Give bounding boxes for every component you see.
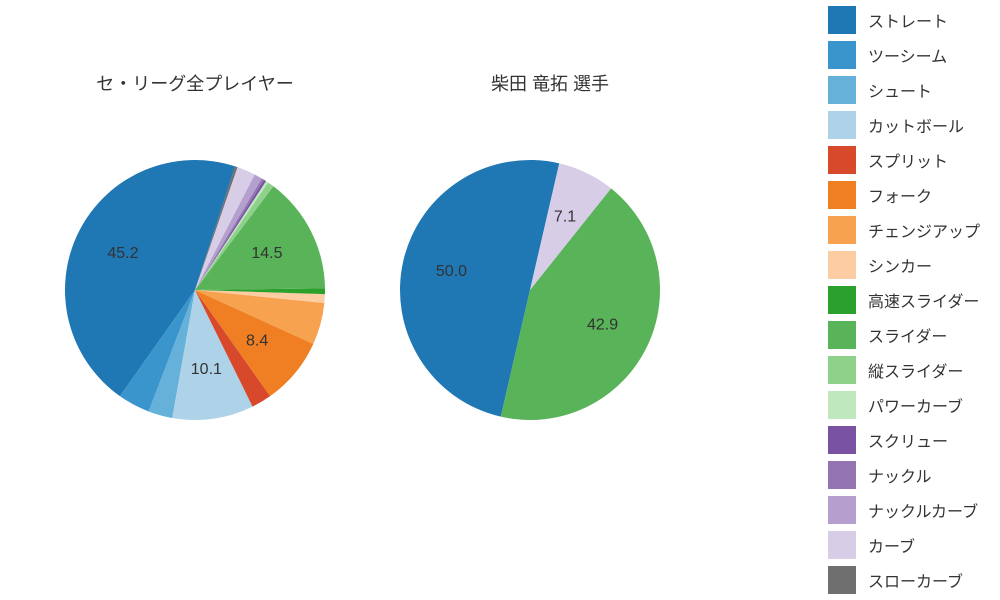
- pie-slice-player-slider: [501, 188, 660, 420]
- legend-item-shoot: シュート: [828, 72, 980, 107]
- legend-label-straight: ストレート: [868, 8, 948, 32]
- pie-slice-league-slow_curve: [195, 166, 237, 290]
- legend-label-slow_curve: スローカーブ: [868, 568, 963, 592]
- pie-slice-league-split: [195, 290, 270, 407]
- pie-label-league-fork: 8.4: [246, 333, 268, 350]
- pie-label-league-cutball: 10.1: [191, 361, 222, 378]
- legend-swatch-changeup: [828, 216, 856, 244]
- legend-swatch-slider: [828, 321, 856, 349]
- legend-swatch-split: [828, 146, 856, 174]
- legend-swatch-fast_slider: [828, 286, 856, 314]
- legend-swatch-twoseam: [828, 41, 856, 69]
- pie-slice-player-straight: [400, 160, 559, 417]
- chart-title-league: セ・リーグ全プレイヤー: [45, 70, 345, 96]
- pie-slice-league-knuckle_curve: [195, 175, 262, 290]
- pie-slice-league-curve: [195, 167, 255, 290]
- pie-label-player-curve: 7.1: [554, 209, 576, 226]
- legend-swatch-straight: [828, 6, 856, 34]
- legend-label-shoot: シュート: [868, 78, 932, 102]
- legend-swatch-knuckle: [828, 461, 856, 489]
- pie-label-player-straight: 50.0: [436, 263, 467, 280]
- pie-slice-league-cutball: [172, 290, 252, 420]
- pie-slice-league-fork: [195, 290, 313, 396]
- pie-slice-league-twoseam: [120, 290, 195, 411]
- pie-label-league-slider: 14.5: [251, 245, 282, 262]
- legend-swatch-knuckle_curve: [828, 496, 856, 524]
- legend-label-fast_slider: 高速スライダー: [868, 288, 979, 312]
- legend-item-cutball: カットボール: [828, 107, 980, 142]
- pie-slice-league-sinker: [195, 290, 325, 303]
- pie-label-league-straight: 45.2: [107, 245, 138, 262]
- pie-slice-league-fast_slider: [195, 288, 325, 294]
- pie-slice-league-shoot: [149, 290, 195, 418]
- pie-slice-league-knuckle: [195, 179, 264, 290]
- legend-item-twoseam: ツーシーム: [828, 37, 980, 72]
- legend-label-screw: スクリュー: [868, 428, 948, 452]
- pie-slice-league-straight: [65, 160, 235, 396]
- legend-swatch-cutball: [828, 111, 856, 139]
- legend-item-curve: カーブ: [828, 527, 980, 562]
- legend-label-twoseam: ツーシーム: [868, 43, 947, 67]
- pie-slice-player-curve: [530, 163, 611, 290]
- legend-item-knuckle: ナックル: [828, 457, 980, 492]
- legend-swatch-fork: [828, 181, 856, 209]
- legend-swatch-vslider: [828, 356, 856, 384]
- pie-slice-league-power_curve: [195, 181, 268, 290]
- pie-slice-league-screw: [195, 180, 266, 290]
- legend-label-power_curve: パワーカーブ: [868, 393, 963, 417]
- pie-label-player-slider: 42.9: [587, 316, 618, 333]
- pie-slice-league-vslider: [195, 182, 273, 290]
- legend-item-straight: ストレート: [828, 2, 980, 37]
- legend-label-curve: カーブ: [868, 533, 915, 557]
- legend-swatch-curve: [828, 531, 856, 559]
- legend-label-knuckle: ナックル: [868, 463, 932, 487]
- chart-stage: セ・リーグ全プレイヤー 45.2 10.1 8.4 14.5 柴田 竜拓 選手 50.0 42…: [0, 0, 1000, 600]
- legend-item-fast_slider: 高速スライダー: [828, 282, 980, 317]
- pie-slice-league-changeup: [195, 290, 324, 344]
- pie-slice-league-slider: [195, 186, 325, 290]
- legend-label-changeup: チェンジアップ: [868, 218, 980, 242]
- legend-label-sinker: シンカー: [868, 253, 932, 277]
- legend-item-knuckle_curve: ナックルカーブ: [828, 492, 980, 527]
- legend-item-slow_curve: スローカーブ: [828, 562, 980, 597]
- legend-swatch-sinker: [828, 251, 856, 279]
- legend-swatch-power_curve: [828, 391, 856, 419]
- legend-item-split: スプリット: [828, 142, 980, 177]
- legend-label-knuckle_curve: ナックルカーブ: [868, 498, 978, 522]
- chart-title-player: 柴田 竜拓 選手: [400, 70, 700, 96]
- legend-item-screw: スクリュー: [828, 422, 980, 457]
- legend-label-vslider: 縦スライダー: [868, 358, 963, 382]
- legend-swatch-screw: [828, 426, 856, 454]
- legend-item-power_curve: パワーカーブ: [828, 387, 980, 422]
- legend-swatch-slow_curve: [828, 566, 856, 594]
- legend-item-sinker: シンカー: [828, 247, 980, 282]
- legend-item-vslider: 縦スライダー: [828, 352, 980, 387]
- legend-item-changeup: チェンジアップ: [828, 212, 980, 247]
- legend-swatch-shoot: [828, 76, 856, 104]
- legend-label-split: スプリット: [868, 148, 948, 172]
- legend-item-slider: スライダー: [828, 317, 980, 352]
- legend-label-fork: フォーク: [868, 183, 932, 207]
- legend-item-fork: フォーク: [828, 177, 980, 212]
- legend-label-slider: スライダー: [868, 323, 947, 347]
- legend-label-cutball: カットボール: [868, 113, 964, 137]
- legend: ストレートツーシームシュートカットボールスプリットフォークチェンジアップシンカー…: [828, 2, 980, 597]
